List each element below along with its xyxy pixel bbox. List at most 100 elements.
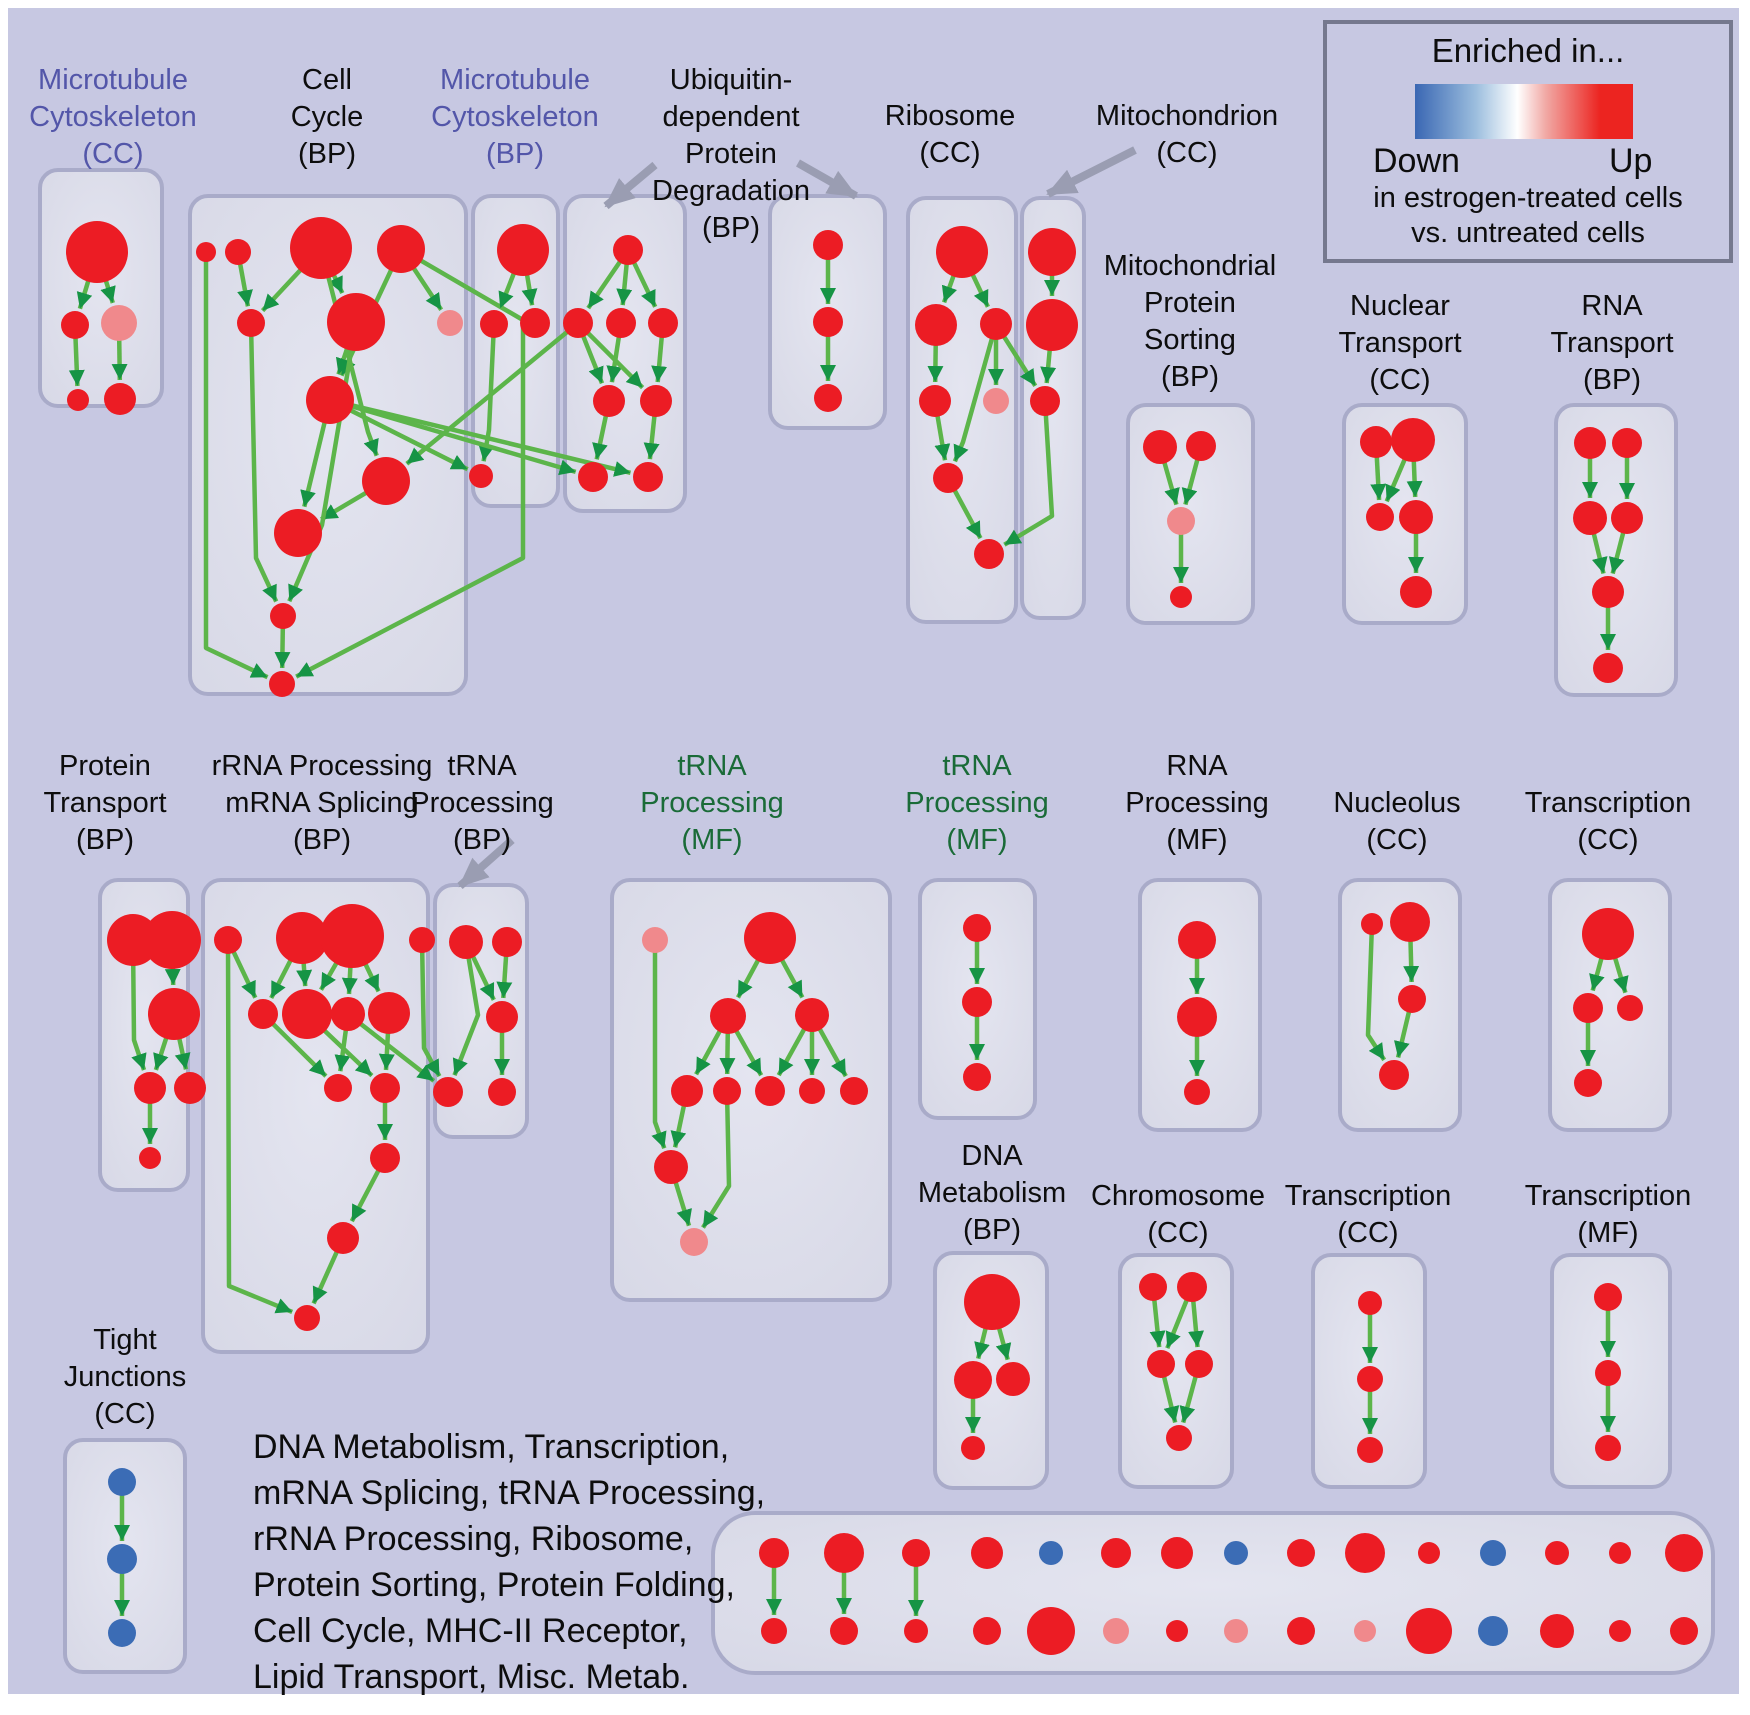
go-term-node [755, 1076, 785, 1106]
go-term-node [963, 914, 991, 942]
go-term-node [1617, 995, 1643, 1021]
go-term-node [377, 225, 425, 273]
go-term-node [1670, 1617, 1698, 1645]
cluster-box-dna-metabolism-bp [933, 1251, 1049, 1490]
go-term-node [368, 992, 410, 1034]
cluster-box-rna-transport-bp [1554, 403, 1678, 697]
go-term-node [1345, 1533, 1385, 1573]
go-term-node [680, 1228, 708, 1256]
go-term-node [1030, 386, 1060, 416]
go-term-node [107, 914, 159, 966]
go-term-node [139, 1147, 161, 1169]
go-term-node [1027, 1607, 1075, 1655]
go-term-node [1593, 653, 1623, 683]
go-term-node [1354, 1620, 1376, 1642]
go-term-node [613, 235, 643, 265]
go-term-node [274, 509, 322, 557]
go-term-node [61, 311, 89, 339]
hierarchy-edge [328, 397, 469, 472]
go-term-node [640, 385, 672, 417]
go-term-node [1612, 428, 1642, 458]
go-term-node [813, 230, 843, 260]
go-term-node [973, 1617, 1001, 1645]
go-term-node [1361, 913, 1383, 935]
go-term-node [174, 1072, 206, 1104]
hierarchy-edge [1365, 923, 1387, 1062]
go-term-node [148, 988, 200, 1040]
go-term-node [904, 1619, 928, 1643]
go-term-node [1185, 1350, 1213, 1378]
go-term-node [710, 998, 746, 1034]
go-term-node [1357, 1366, 1383, 1392]
go-term-node [996, 1362, 1030, 1396]
go-term-node [1147, 1350, 1175, 1378]
go-term-node [480, 310, 508, 338]
go-term-node [1167, 507, 1195, 535]
go-term-node [1224, 1619, 1248, 1643]
go-term-node [1161, 1537, 1193, 1569]
go-term-node [108, 1619, 136, 1647]
go-term-node [578, 462, 608, 492]
hierarchy-edge [701, 1090, 732, 1229]
go-term-node [1287, 1539, 1315, 1567]
go-term-node [66, 221, 128, 283]
go-term-node [1103, 1618, 1129, 1644]
go-term-node [1609, 1542, 1631, 1564]
go-term-node [1224, 1541, 1248, 1565]
go-term-node [1178, 921, 1216, 959]
go-term-node [488, 1078, 516, 1106]
hierarchy-edge [452, 941, 481, 1077]
go-term-node [1028, 228, 1076, 276]
go-term-node [486, 1001, 518, 1033]
go-term-node [1611, 502, 1643, 534]
go-term-node [362, 457, 410, 505]
go-term-node [237, 309, 265, 337]
go-term-node [1143, 430, 1177, 464]
go-term-node [606, 308, 636, 338]
hierarchy-edge [952, 323, 999, 463]
go-term-node [902, 1539, 930, 1567]
go-term-node [1177, 1272, 1207, 1302]
label-pointer-arrow [457, 837, 515, 889]
go-term-node [324, 1074, 352, 1102]
hierarchy-edge [405, 321, 580, 466]
go-term-node [409, 927, 435, 953]
go-term-node [983, 388, 1009, 414]
hierarchy-edge [651, 940, 667, 1149]
go-term-node [469, 464, 493, 488]
go-term-node [1540, 1614, 1574, 1648]
go-term-node [1574, 1069, 1602, 1097]
go-term-node [1366, 503, 1394, 531]
cluster-box-microtubule-cytoskeleton-cc [38, 168, 164, 408]
go-term-node [1039, 1541, 1063, 1565]
go-term-node [963, 1063, 991, 1091]
hierarchy-edge [329, 397, 632, 477]
go-term-node [1478, 1616, 1508, 1646]
go-term-node [1400, 576, 1432, 608]
go-term-node [276, 912, 328, 964]
hierarchy-edge [225, 939, 294, 1314]
go-term-node [134, 1072, 166, 1104]
go-term-node [327, 1222, 359, 1254]
go-term-node [1166, 1425, 1192, 1451]
go-term-node [1545, 1541, 1569, 1565]
go-term-node [1398, 985, 1426, 1013]
go-term-node [196, 242, 216, 262]
go-term-node [563, 308, 593, 338]
go-term-node [961, 1436, 985, 1460]
go-term-node [799, 1078, 825, 1104]
go-term-node [933, 463, 963, 493]
hierarchy-edge [478, 323, 497, 462]
go-term-node [104, 383, 136, 415]
go-term-node [824, 1533, 864, 1573]
go-term-node [936, 226, 988, 278]
go-term-node [840, 1077, 868, 1105]
go-term-node [713, 1077, 741, 1105]
cluster-box-microtubule-cytoskeleton-bp [471, 194, 560, 508]
go-term-node [433, 1077, 463, 1107]
go-term-node [1177, 997, 1217, 1037]
go-term-node [214, 926, 242, 954]
go-term-node [971, 1537, 1003, 1569]
go-term-node [964, 1274, 1020, 1330]
